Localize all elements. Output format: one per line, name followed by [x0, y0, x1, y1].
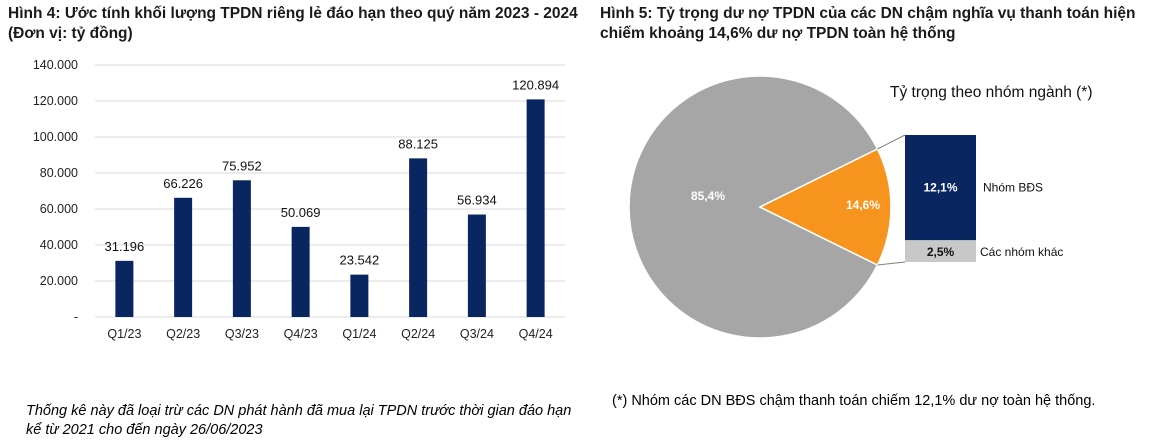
- pie-label-highlight: 14,6%: [846, 198, 880, 212]
- bar-Q3-23: [232, 180, 251, 317]
- y-tick-label: 80.000: [40, 166, 78, 180]
- y-tick-label: 60.000: [40, 202, 78, 216]
- x-tick-label: Q3/23: [225, 327, 259, 341]
- bar-Q2-24: [409, 158, 428, 317]
- pie-slice-main: [628, 75, 879, 339]
- x-tick-label: Q2/24: [401, 327, 435, 341]
- pie-label-main: 85,4%: [691, 189, 725, 203]
- breakdown-value-other: 2,5%: [927, 245, 955, 259]
- breakdown-value-bds: 12,1%: [923, 181, 957, 195]
- bar-value-label: 56.934: [457, 193, 497, 208]
- bar-value-label: 31.196: [104, 239, 144, 254]
- y-tick-label: 120.000: [33, 94, 78, 108]
- bar-chart: - 20.000 40.000 60.000 80.000 100.000 120.000 1…: [33, 58, 565, 341]
- connector-line: [877, 261, 906, 266]
- left-chart-note: Thống kê này đã loại trừ các DN phát hàn…: [26, 403, 572, 438]
- pie-chart: 85,4% 14,6% 12,1% 2,5% Nhóm BĐS Các nhóm khác…: [628, 75, 1092, 339]
- y-tick-label: 100.000: [33, 130, 78, 144]
- bar-Q3-24: [467, 214, 486, 317]
- y-tick-label: 20.000: [40, 274, 78, 288]
- breakdown-name-bds: Nhóm BĐS: [983, 181, 1043, 195]
- x-tick-label: Q4/23: [284, 327, 318, 341]
- bar-value-label: 120.894: [512, 77, 559, 92]
- right-chart-note: (*) Nhóm các DN BĐS chậm thanh toán chiế…: [612, 393, 1096, 409]
- bar-Q1-24: [350, 274, 369, 317]
- bar-Q4-23: [291, 226, 310, 317]
- bar-value-label: 88.125: [398, 136, 438, 151]
- bar-Q1-23: [115, 260, 134, 317]
- y-tick-label: 40.000: [40, 238, 78, 252]
- breakdown-name-other: Các nhóm khác: [980, 245, 1063, 259]
- bar-value-label: 50.069: [281, 205, 321, 220]
- x-tick-label: Q1/24: [342, 327, 376, 341]
- breakdown-title: Tỷ trọng theo nhóm ngành (*): [890, 84, 1092, 101]
- x-tick-label: Q1/23: [107, 327, 141, 341]
- y-tick-label: -: [74, 310, 78, 324]
- left-chart-title: Hình 4: Ước tính khối lượng TPDN riêng l…: [8, 5, 578, 42]
- right-chart-title: Hình 5: Tỷ trọng dư nợ TPDN của các DN c…: [600, 5, 1136, 42]
- connector-line: [877, 134, 906, 150]
- breakdown-segment-bds: [905, 135, 976, 241]
- x-tick-label: Q4/24: [519, 327, 553, 341]
- bar-value-label: 66.226: [163, 176, 203, 191]
- y-tick-label: 140.000: [33, 58, 78, 72]
- breakdown-segment-other: [905, 240, 976, 262]
- bar-value-label: 75.952: [222, 158, 262, 173]
- pie-slice-highlight: [758, 147, 892, 267]
- x-tick-label: Q2/23: [166, 327, 200, 341]
- bar-value-label: 23.542: [339, 253, 379, 268]
- bar-Q2-23: [174, 197, 193, 317]
- bar-Q4-24: [526, 99, 545, 317]
- x-tick-label: Q3/24: [460, 327, 494, 341]
